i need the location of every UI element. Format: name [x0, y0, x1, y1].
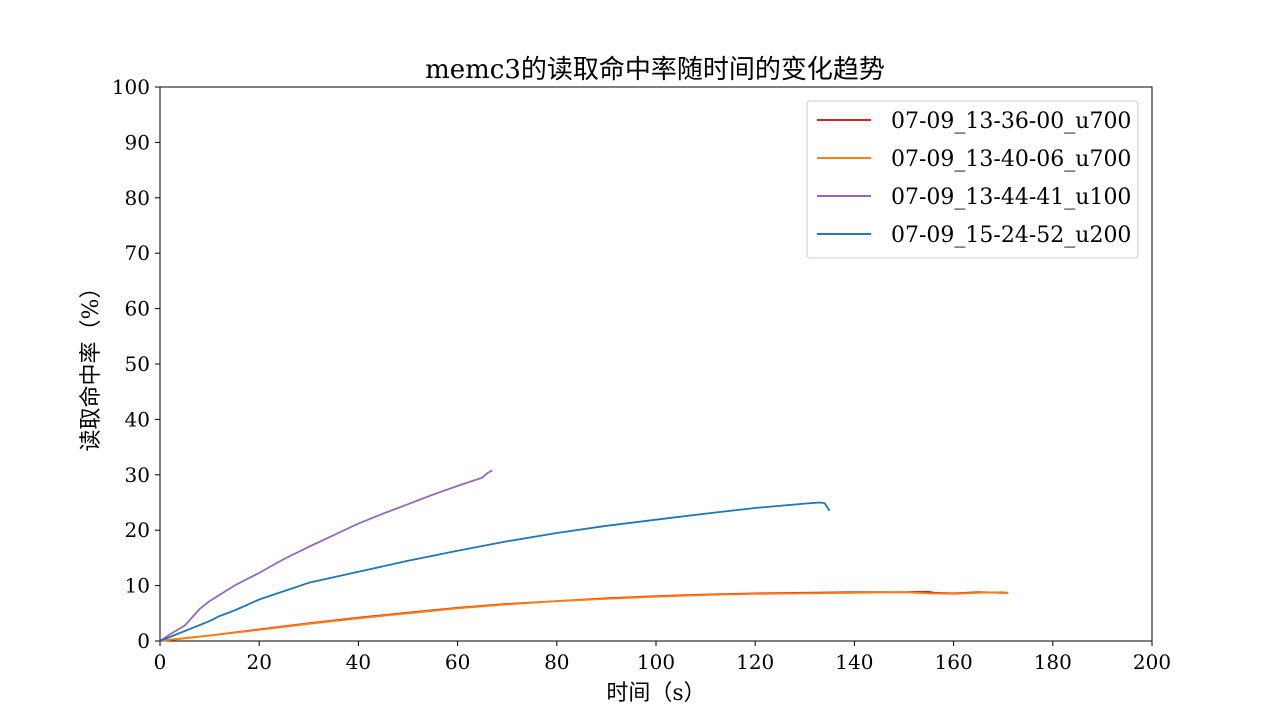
x-tick-label: 60 [445, 650, 470, 674]
y-tick-label: 30 [125, 463, 150, 487]
x-tick-label: 0 [154, 650, 167, 674]
y-tick-label: 10 [125, 574, 150, 598]
chart-title: memc3的读取命中率随时间的变化趋势 [425, 55, 885, 85]
x-tick-label: 100 [637, 650, 675, 674]
x-tick-label: 160 [935, 650, 973, 674]
y-tick-label: 20 [125, 518, 150, 542]
y-tick-label: 70 [125, 241, 150, 265]
x-tick-label: 20 [246, 650, 271, 674]
y-tick-label: 50 [125, 352, 150, 376]
y-tick-label: 80 [125, 186, 150, 210]
y-tick-label: 90 [125, 130, 150, 154]
y-tick-label: 0 [137, 629, 150, 653]
series-layer [159, 469, 1009, 642]
y-tick-label: 60 [125, 297, 150, 321]
x-axis: 0 20 40 60 80 100 120 140 160 180 200 [154, 641, 1171, 674]
x-axis-label: 时间（s） [606, 681, 705, 706]
x-tick-label: 120 [736, 650, 774, 674]
series-line-3 [159, 469, 493, 642]
legend-entry: 07-09_13-44-41_u100 [891, 185, 1131, 210]
x-tick-label: 200 [1133, 650, 1171, 674]
legend-entry: 07-09_13-36-00_u700 [891, 109, 1131, 134]
series-line-2 [159, 591, 1009, 642]
y-axis-label: 读取命中率（%） [79, 277, 104, 452]
y-tick-label: 40 [125, 407, 150, 431]
legend: 07-09_13-36-00_u700 07-09_13-40-06_u700 07… [806, 100, 1139, 259]
legend-entry: 07-09_15-24-52_u200 [891, 223, 1131, 248]
x-tick-label: 80 [544, 650, 569, 674]
series-line-4 [159, 501, 831, 642]
y-axis: 0 10 20 30 40 50 60 70 80 90 100 [112, 75, 160, 653]
legend-entry: 07-09_13-40-06_u700 [891, 147, 1131, 172]
x-tick-label: 40 [346, 650, 371, 674]
x-tick-label: 140 [835, 650, 873, 674]
x-tick-label: 180 [1034, 650, 1072, 674]
legend-box [806, 100, 1139, 259]
y-tick-label: 100 [112, 75, 150, 99]
